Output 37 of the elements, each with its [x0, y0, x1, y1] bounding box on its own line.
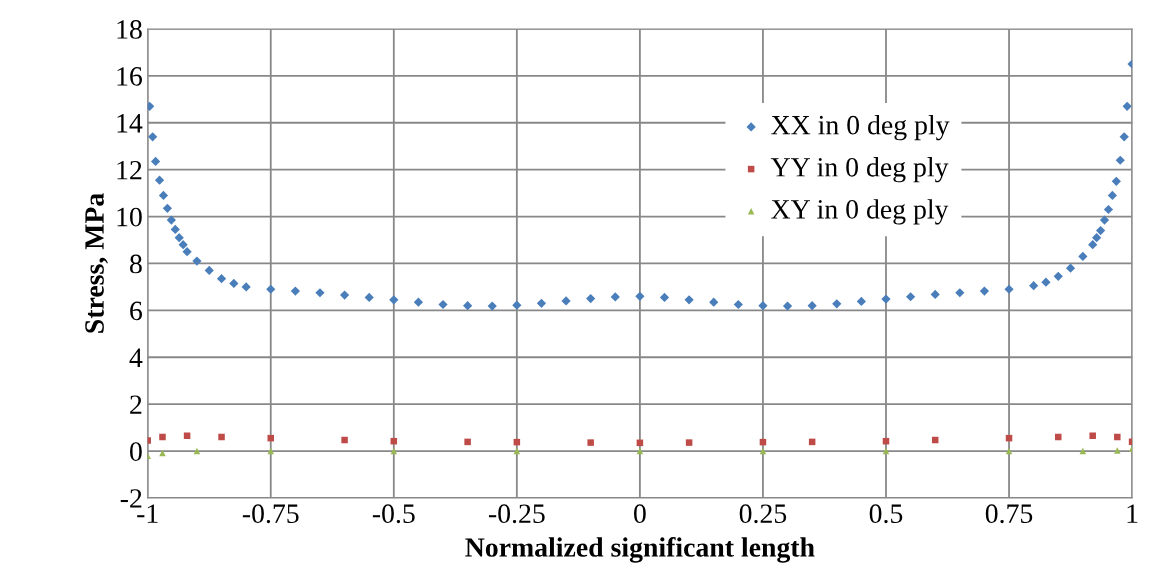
- point: [513, 447, 521, 455]
- point: [1079, 447, 1087, 455]
- point: [267, 447, 275, 455]
- x-tick-label: 0.25: [739, 504, 787, 524]
- legend-label: XX in 0 deg ply: [771, 114, 950, 141]
- y-tick-label: 18: [117, 20, 142, 39]
- point: [218, 433, 225, 441]
- point: [464, 438, 471, 446]
- point: [341, 436, 348, 444]
- legend-label: YY in 0 deg ply: [770, 157, 949, 183]
- x-tick-label: -0.75: [242, 504, 299, 524]
- legend-label: XY in 0 deg ply: [771, 199, 949, 225]
- point: [685, 439, 693, 446]
- point: [1114, 447, 1121, 454]
- y-tick-label: 14: [117, 114, 143, 133]
- x-tick-label: 0.5: [869, 504, 903, 524]
- y-tick-label: 2: [130, 395, 142, 414]
- point: [587, 439, 594, 446]
- point: [1114, 433, 1121, 441]
- y-tick-label: 0: [130, 442, 142, 461]
- x-tick-label: 0.75: [985, 504, 1033, 524]
- point: [159, 433, 166, 441]
- y-tick-label: 6: [130, 301, 143, 321]
- y-tick-label: 10: [117, 207, 142, 227]
- x-tick-label: 0: [634, 504, 646, 524]
- point: [1054, 433, 1062, 441]
- x-tick-label: 1: [1127, 504, 1138, 523]
- x-tick-label: -0.5: [372, 504, 415, 524]
- y-tick-label: 16: [117, 67, 143, 86]
- y-axis-title: Stress, MPa: [85, 193, 108, 333]
- y-tick-label: 4: [129, 348, 143, 367]
- point: [390, 447, 398, 455]
- y-tick-label: 12: [117, 160, 142, 180]
- point: [1089, 432, 1096, 440]
- x-axis-title: Normalized significant length: [465, 537, 815, 563]
- y-tick-label: 8: [130, 254, 142, 274]
- x-tick-label: -0.25: [488, 504, 545, 524]
